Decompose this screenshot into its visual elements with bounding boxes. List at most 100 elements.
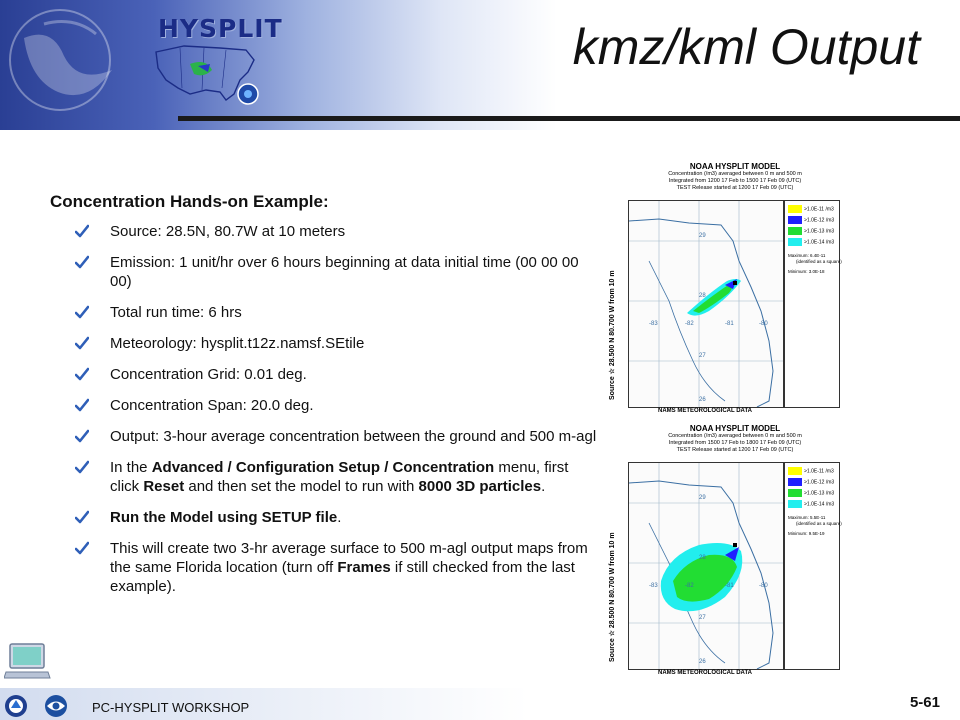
bullet-text: In the (110, 459, 152, 476)
legend-swatch (788, 467, 802, 475)
bullet-text: menu, first click (110, 459, 569, 495)
section-heading: Concentration Hands-on Example: (50, 192, 329, 211)
laptop-icon (4, 643, 51, 679)
legend-label: >1.0E-12 /m3 (804, 479, 835, 486)
lat-label: 28 (699, 555, 706, 561)
header-rule (178, 116, 960, 121)
bullet-item: This will create two 3-hr average surfac… (75, 539, 600, 596)
lat-label: 28 (699, 293, 706, 299)
legend-entry: >1.0E-12 /m3 (788, 478, 840, 487)
checkmark-bullet-icon (75, 305, 89, 319)
header-band (0, 0, 960, 130)
map-side-label: Source ☆ 28.500 N 80.700 W from 10 m (604, 484, 628, 664)
workshop-label: PC-HYSPLIT WORKSHOP (92, 700, 250, 715)
concentration-map-panel: NOAA HYSPLIT MODEL Concentration (/m3) av… (608, 424, 842, 682)
map-subtitle: Concentration (/m3) averaged between 0 m… (668, 433, 802, 439)
bullet-bold-text: Frames (337, 559, 391, 576)
checkmark-bullet-icon (75, 460, 89, 474)
checkmark-bullet-icon (75, 224, 89, 238)
noaa-seal-icon (45, 695, 67, 717)
legend-label: >1.0E-14 /m3 (804, 501, 835, 508)
legend-entry: >1.0E-12 /m3 (788, 216, 840, 225)
lon-label: -83 (649, 321, 658, 327)
legend-entry: >1.0E-14 /m3 (788, 500, 840, 509)
legend-max-note: (identified as a square) (796, 259, 842, 264)
map-subtitle: Integrated from 1500 17 Feb to 1800 17 F… (668, 440, 802, 446)
legend-max: Maximum: 5.5E-11 (788, 515, 826, 520)
legend-label: >1.0E-13 /m3 (804, 490, 835, 497)
source-label: Source ☆ 28.500 N 80.700 W from 10 m (609, 532, 616, 662)
checkmark-bullet-icon (75, 367, 89, 381)
map-legend: >1.0E-11 /m3 >1.0E-12 /m3 >1.0E-13 /m3 >1.0… (784, 462, 842, 670)
checkmark-bullet-icon (75, 541, 89, 555)
lon-label: -82 (685, 583, 694, 589)
bullet-item: In the Advanced / Configuration Setup / … (75, 458, 600, 496)
checkmark-bullet-icon (75, 255, 89, 269)
legend-entry: >1.0E-13 /m3 (788, 227, 840, 236)
legend-entry: >1.0E-13 /m3 (788, 489, 840, 498)
bullet-item: Total run time: 6 hrs (75, 303, 600, 322)
lat-label: 29 (699, 495, 706, 501)
legend-entry: >1.0E-14 /m3 (788, 238, 840, 247)
legend-swatch (788, 238, 802, 246)
bullet-bold-text: Advanced / Configuration Setup / Concent… (151, 459, 495, 476)
bullet-text: . (541, 478, 546, 495)
florida-map-icon: 29 28 27 26 -83 -82 -81 -80 (629, 463, 783, 669)
bullet-item: Meteorology: hysplit.t12z.namsf.SEtile (75, 334, 600, 353)
bullet-text: Total run time: 6 hrs (110, 304, 242, 321)
bullet-bold-text: Reset (143, 478, 185, 495)
map-area: 29 28 27 26 -83 -82 -81 -80 (628, 200, 784, 408)
map-subtitle: TEST Release started at 1200 17 Feb 09 (… (676, 185, 794, 191)
noaa-logo-icon (9, 9, 112, 111)
us-map-icon (155, 45, 259, 105)
doc-seal-icon (5, 695, 27, 717)
bullet-text: and then set the model to run with (184, 478, 419, 495)
map-footer: NAMS METEOROLOGICAL DATA (658, 670, 752, 676)
lon-label: -83 (649, 583, 658, 589)
map-side-label: Source ☆ 28.500 N 80.700 W from 10 m (604, 222, 628, 402)
map-title: NOAA HYSPLIT MODEL (689, 162, 781, 171)
legend-label: >1.0E-11 /m3 (804, 206, 834, 213)
legend-label: >1.0E-13 /m3 (804, 228, 835, 235)
concentration-maps: NOAA HYSPLIT MODEL Concentration (/m3) av… (608, 162, 842, 686)
legend-max: Maximum: 6.4E-11 (788, 253, 826, 258)
florida-map-icon: 29 28 27 26 -83 -82 -81 -80 (629, 201, 783, 407)
hysplit-logo-text: HYSPLIT (158, 14, 283, 43)
map-subtitle: TEST Release started at 1200 17 Feb 09 (… (676, 447, 794, 453)
lat-label: 26 (699, 397, 706, 403)
bullet-text: Emission: 1 unit/hr over 6 hours beginni… (110, 254, 579, 290)
legend-swatch (788, 227, 802, 235)
map-subtitle: Concentration (/m3) averaged between 0 m… (668, 171, 802, 177)
lon-label: -82 (685, 321, 694, 327)
legend-entry: >1.0E-11 /m3 (788, 467, 840, 476)
bullet-text: if still checked from the last example). (110, 559, 575, 595)
page-number: 5-61 (909, 694, 940, 711)
legend-label: >1.0E-11 /m3 (804, 468, 834, 475)
legend-label: >1.0E-14 /m3 (804, 239, 835, 246)
lat-label: 27 (699, 353, 706, 359)
checkmark-bullet-icon (75, 336, 89, 350)
map-title: NOAA HYSPLIT MODEL (689, 424, 781, 433)
bullet-item: Concentration Span: 20.0 deg. (75, 396, 600, 415)
legend-swatch (788, 500, 802, 508)
map-legend: >1.0E-11 /m3 >1.0E-12 /m3 >1.0E-13 /m3 >1.0… (784, 200, 842, 408)
legend-swatch (788, 489, 802, 497)
map-footer: NAMS METEOROLOGICAL DATA (658, 408, 752, 414)
bullet-text: Output: 3-hour average concentration bet… (110, 428, 597, 445)
bullet-item: Output: 3-hour average concentration bet… (75, 427, 600, 446)
concentration-map-panel: NOAA HYSPLIT MODEL Concentration (/m3) av… (608, 162, 842, 420)
legend-entry: >1.0E-11 /m3 (788, 205, 840, 214)
bullet-text: Concentration Span: 20.0 deg. (110, 397, 314, 414)
bullet-item: Concentration Grid: 0.01 deg. (75, 365, 600, 384)
legend-swatch (788, 478, 802, 486)
source-label: Source ☆ 28.500 N 80.700 W from 10 m (609, 270, 616, 400)
slide-title: kmz/kml Output (572, 19, 920, 75)
bullet-bold-text: 8000 3D particles (418, 478, 542, 495)
footer-band (0, 688, 960, 720)
lat-label: 26 (699, 659, 706, 665)
lon-label: -81 (725, 321, 734, 327)
lat-label: 27 (699, 615, 706, 621)
bullet-text: . (337, 509, 342, 526)
legend-min: Minimum: 9.5E-19 (788, 531, 825, 536)
checkmark-bullet-icon (75, 429, 89, 443)
